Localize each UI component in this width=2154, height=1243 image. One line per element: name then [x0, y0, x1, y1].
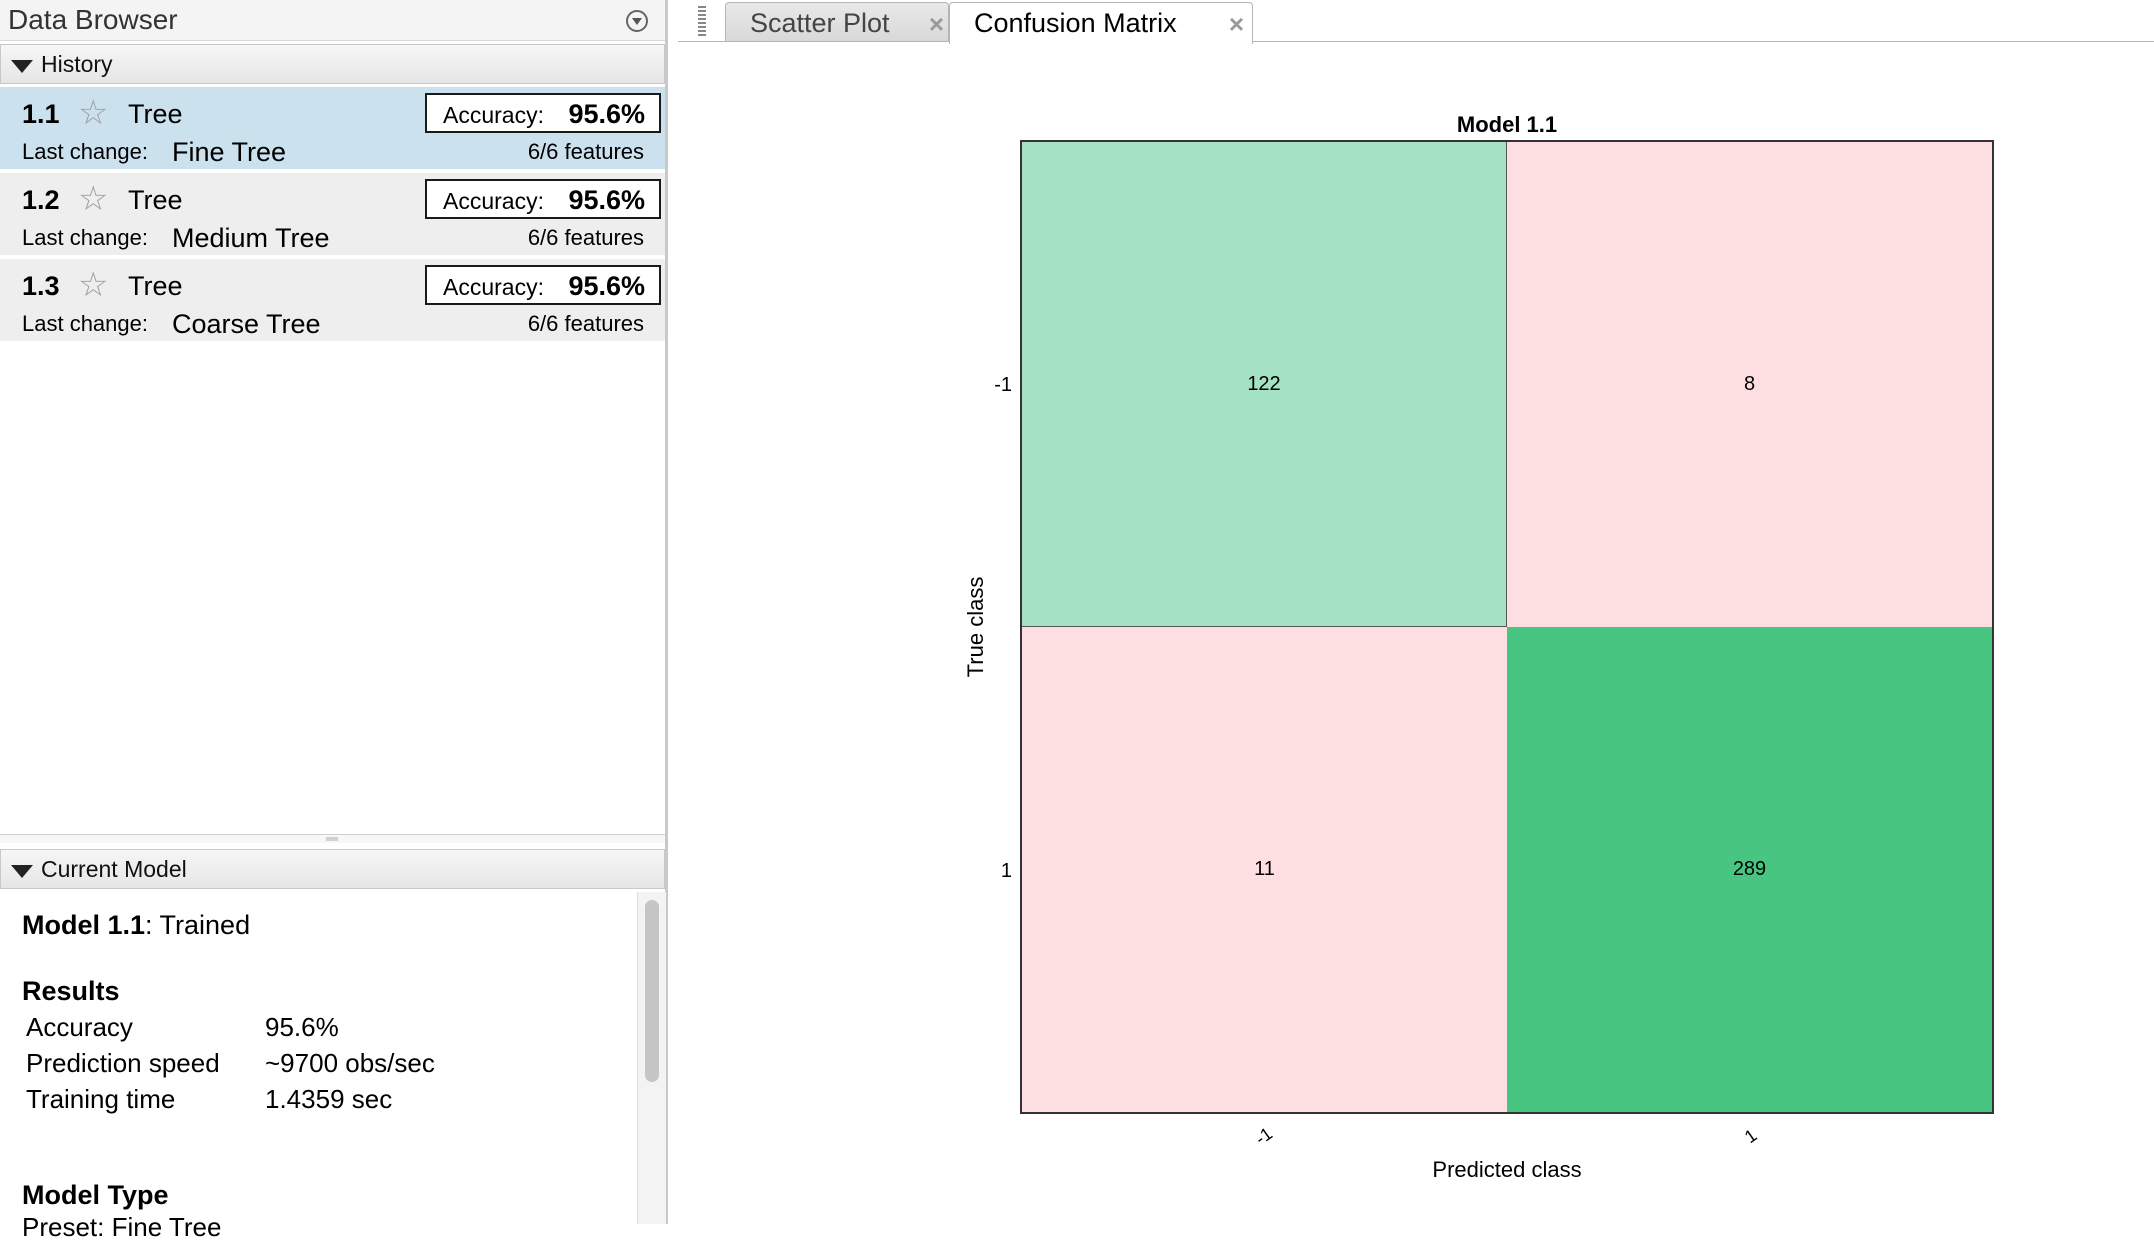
data-browser-title: Data Browser: [8, 4, 178, 35]
y-axis-label: True class: [963, 576, 988, 678]
matrix-cell-true-1-pred-neg1: 11: [1022, 627, 1507, 1112]
last-change-label: Last change:: [22, 225, 148, 250]
chart-title: Model 1.1: [1456, 112, 1558, 137]
accuracy-box: Accuracy: 95.6%: [425, 93, 661, 133]
model-type-value: Preset: Fine Tree: [22, 1212, 222, 1242]
model-number: 1.2: [22, 185, 60, 215]
triangle-down-icon[interactable]: [11, 865, 33, 878]
close-icon[interactable]: ×: [1228, 9, 1244, 39]
matrix-cell-true-neg1-pred-1: 8: [1507, 142, 1992, 627]
current-model-details: Model 1.1: Trained Results Accuracy 95.6…: [0, 890, 665, 1242]
model-type: Tree: [128, 99, 183, 129]
result-value: 95.6%: [265, 1012, 339, 1042]
history-section-header[interactable]: History: [0, 44, 665, 84]
star-icon[interactable]: ☆: [78, 266, 109, 304]
result-value: ~9700 obs/sec: [265, 1048, 435, 1078]
features-count: 6/6 features: [527, 225, 644, 250]
accuracy-label: Accuracy:: [443, 102, 544, 128]
model-type: Tree: [128, 185, 183, 215]
accuracy-label: Accuracy:: [443, 274, 544, 300]
model-number: 1.3: [22, 271, 60, 301]
last-change-value: Coarse Tree: [172, 309, 321, 339]
accuracy-value: 95.6%: [568, 271, 645, 301]
accuracy-value: 95.6%: [568, 99, 645, 129]
current-model-label: Current Model: [41, 856, 187, 882]
drag-grip-icon[interactable]: [698, 6, 706, 36]
model-number: 1.1: [22, 99, 60, 129]
model-item-1-3[interactable]: 1.3 ☆ Tree Last change: Coarse Tree Accu…: [0, 259, 665, 341]
result-value: 1.4359 sec: [265, 1084, 393, 1114]
current-model-status: : Trained: [145, 910, 251, 940]
accuracy-box: Accuracy: 95.6%: [425, 179, 661, 219]
last-change-label: Last change:: [22, 311, 148, 336]
close-icon[interactable]: ×: [928, 9, 944, 39]
matrix-cell-true-1-pred-1: 289: [1507, 627, 1992, 1112]
x-axis-label: Predicted class: [1432, 1157, 1582, 1182]
result-label: Training time: [26, 1084, 176, 1114]
result-label: Accuracy: [26, 1012, 133, 1042]
last-change-value: Medium Tree: [172, 223, 330, 253]
confusion-matrix-grid: 122 8 11 289: [1020, 140, 1994, 1114]
scrollbar-thumb[interactable]: [645, 900, 659, 1082]
tab-label: Scatter Plot: [750, 8, 890, 38]
results-heading: Results: [22, 976, 120, 1006]
data-browser-header: Data Browser: [0, 0, 665, 41]
star-icon[interactable]: ☆: [78, 180, 109, 218]
star-icon[interactable]: ☆: [78, 94, 109, 132]
result-label: Prediction speed: [26, 1048, 220, 1078]
plot-tab-bar: Scatter Plot × Confusion Matrix ×: [668, 0, 2154, 44]
features-count: 6/6 features: [527, 311, 644, 336]
panel-splitter[interactable]: [0, 834, 665, 843]
model-type-heading: Model Type: [22, 1180, 169, 1210]
current-model-name: Model 1.1: [22, 910, 146, 940]
y-tick-label: -1: [994, 374, 1012, 396]
tab-confusion-matrix[interactable]: Confusion Matrix ×: [949, 2, 1253, 44]
model-item-1-2[interactable]: 1.2 ☆ Tree Last change: Medium Tree Accu…: [0, 173, 665, 255]
last-change-label: Last change:: [22, 139, 148, 164]
history-label: History: [41, 51, 113, 77]
chevron-down-circle-icon[interactable]: [626, 10, 648, 32]
last-change-value: Fine Tree: [172, 137, 287, 167]
current-model-section-header[interactable]: Current Model: [0, 849, 665, 889]
data-browser-panel: Data Browser History 1.1 ☆ Tree Last cha…: [0, 0, 668, 1242]
matrix-cell-true-neg1-pred-neg1: 122: [1022, 142, 1507, 627]
triangle-down-icon[interactable]: [11, 60, 33, 73]
tab-scatter-plot[interactable]: Scatter Plot ×: [725, 2, 949, 42]
accuracy-box: Accuracy: 95.6%: [425, 265, 661, 305]
tab-label: Confusion Matrix: [974, 8, 1177, 38]
model-item-1-1[interactable]: 1.1 ☆ Tree Last change: Fine Tree Accura…: [0, 87, 665, 169]
details-scrollbar[interactable]: [637, 892, 666, 1224]
accuracy-value: 95.6%: [568, 185, 645, 215]
features-count: 6/6 features: [527, 139, 644, 164]
y-tick-label: 1: [1000, 860, 1012, 882]
accuracy-label: Accuracy:: [443, 188, 544, 214]
model-type: Tree: [128, 271, 183, 301]
current-model-title: Model 1.1: Trained: [22, 910, 250, 941]
